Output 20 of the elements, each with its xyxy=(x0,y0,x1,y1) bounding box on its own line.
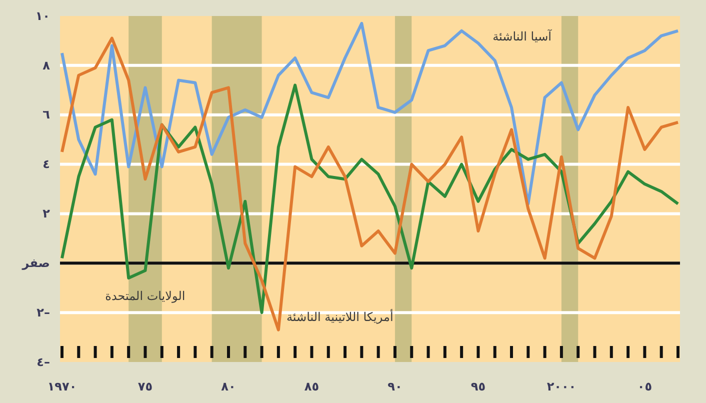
x-tick-label: ٠٥ xyxy=(637,380,652,394)
x-tick-label: ١٩٧٠ xyxy=(47,380,77,394)
x-tick-label: ٨٥ xyxy=(304,380,320,394)
y-tick-label: ٤ xyxy=(42,157,50,172)
y-tick-label: ٢– xyxy=(36,305,50,320)
y-tick-label: ٤– xyxy=(36,354,50,369)
y-tick-label: ٨ xyxy=(42,58,51,72)
x-tick-label: ٨٠ xyxy=(221,380,236,394)
x-tick-label: ٧٥ xyxy=(138,380,153,394)
x-tick-label: ٩٥ xyxy=(470,380,486,394)
line-series xyxy=(60,22,680,206)
y-tick-label: ٦ xyxy=(42,108,50,122)
x-tick-label: ٢٠٠٠ xyxy=(546,380,576,394)
series-label: الولايات المتحدة xyxy=(105,289,186,304)
x-tick-label: ٩٠ xyxy=(388,380,402,394)
y-tick-label: ١٠ xyxy=(35,8,50,23)
series-label: آسيا الناشئة xyxy=(492,28,552,44)
series-label: أمريكا اللاتينية الناشئة xyxy=(286,309,394,324)
y-tick-label: صفر xyxy=(21,256,50,270)
y-tick-label: ٢ xyxy=(42,206,51,221)
